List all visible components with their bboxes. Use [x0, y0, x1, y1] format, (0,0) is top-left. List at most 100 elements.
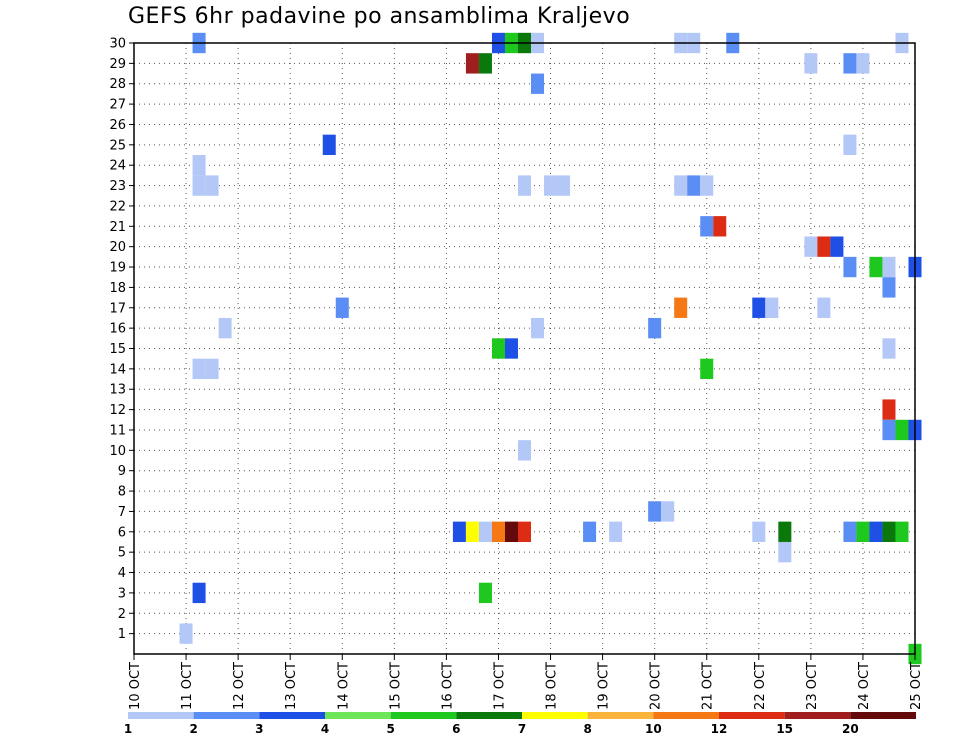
legend-swatch [653, 712, 719, 719]
x-tick-label: 24 OCT [857, 662, 872, 710]
heatmap-cell [192, 175, 206, 196]
heatmap-cell [335, 297, 349, 318]
legend-label: 4 [321, 722, 329, 736]
x-tick-label: 19 OCT [597, 662, 612, 710]
y-tick-label: 15 [109, 342, 126, 357]
heatmap-cell [192, 358, 206, 380]
legend-label: 10 [645, 722, 662, 736]
x-tick-label: 15 OCT [388, 662, 403, 710]
legend-label: 12 [711, 722, 728, 736]
heatmap-cell [674, 297, 688, 318]
legend-label: 20 [842, 722, 859, 736]
x-tick-label: 21 OCT [701, 662, 716, 710]
heatmap-cell [452, 521, 466, 542]
y-tick-label: 8 [118, 485, 126, 500]
heatmap-cell [817, 297, 831, 318]
heatmap-cell [856, 53, 870, 74]
heatmap-cell [869, 256, 883, 278]
y-tick-label: 17 [109, 301, 126, 316]
x-tick-label: 17 OCT [492, 662, 507, 710]
heatmap-cell [674, 175, 688, 196]
heatmap-cell [882, 399, 896, 420]
color-legend: 1 2 3 4 5 6 7 8 10 12 15 20 [124, 712, 916, 736]
x-tick-label: 22 OCT [753, 662, 768, 710]
x-axis: 10 OCT 11 OCT 12 OCT 13 OCT 14 OCT 15 OCT 16 O… [128, 654, 924, 710]
heatmap-cell [192, 582, 206, 604]
legend-swatch [784, 712, 851, 719]
heatmap-cell [700, 358, 714, 380]
x-tick-label: 12 OCT [232, 662, 247, 710]
x-tick-label: 13 OCT [284, 662, 299, 710]
heatmap-cell [752, 521, 766, 542]
x-tick-label: 11 OCT [180, 662, 195, 710]
heatmap-cell [843, 521, 857, 542]
heatmap-cell [557, 175, 571, 196]
y-tick-label: 10 [109, 444, 126, 459]
heatmap-cell [544, 175, 558, 196]
heatmap-cell [882, 277, 896, 298]
y-tick-label: 5 [118, 546, 126, 561]
heatmap-cell [609, 521, 623, 542]
heatmap-cell [895, 419, 909, 441]
y-tick-label: 18 [109, 281, 126, 296]
heatmap-cell [504, 338, 518, 359]
legend-swatch [587, 712, 654, 719]
y-tick-label: 11 [109, 423, 126, 438]
heatmap-cell [517, 440, 532, 461]
heatmap-cell [478, 53, 492, 74]
heatmap-cell [843, 134, 857, 156]
y-tick-label: 2 [118, 607, 126, 622]
legend-swatch [850, 712, 916, 719]
y-tick-label: 12 [109, 403, 126, 418]
legend-label: 8 [583, 722, 591, 736]
legend-swatch [719, 712, 785, 719]
heatmap-cell [218, 317, 232, 339]
legend-swatch [456, 712, 522, 719]
heatmap-cell [491, 521, 505, 542]
heatmap-cell [843, 53, 857, 74]
heatmap-cell [830, 236, 844, 257]
heatmap-cell [504, 521, 518, 542]
x-tick-label: 23 OCT [805, 662, 820, 710]
heatmap-cell [700, 216, 714, 237]
y-tick-label: 13 [109, 383, 126, 398]
heatmap-cell [465, 521, 479, 542]
y-tick-label: 24 [109, 159, 126, 174]
y-tick-label: 26 [109, 118, 126, 133]
heatmap-cell [856, 521, 870, 542]
heatmap-cell [583, 521, 597, 542]
heatmap-cell [661, 501, 675, 522]
x-tick-label: 20 OCT [649, 662, 664, 710]
heatmap-cell [882, 521, 896, 542]
y-tick-label: 22 [109, 199, 126, 214]
y-tick-label: 25 [109, 138, 126, 153]
y-tick-label: 29 [109, 57, 126, 72]
y-tick-label: 20 [109, 240, 126, 255]
legend-swatch [193, 712, 260, 719]
heatmap-cell [817, 236, 831, 257]
y-tick-label: 3 [118, 586, 126, 601]
y-tick-label: 19 [109, 261, 126, 276]
heatmap-cell [517, 175, 532, 196]
legend-swatch [128, 712, 194, 719]
heatmap-cell [687, 175, 701, 196]
heatmap-cell [478, 521, 492, 542]
y-tick-label: 1 [118, 627, 126, 642]
heatmap-cell [778, 521, 792, 542]
heatmap-cell [205, 358, 219, 380]
heatmap-cell [804, 236, 818, 257]
heatmap-cell [882, 256, 896, 278]
heatmap-cell [322, 134, 336, 156]
legend-swatch [390, 712, 457, 719]
y-tick-label: 14 [109, 362, 126, 377]
heatmap-cell [752, 297, 766, 318]
y-tick-label: 9 [118, 464, 126, 479]
y-tick-label: 6 [118, 525, 126, 540]
heatmap-cell [882, 419, 896, 441]
heatmap-cell [765, 297, 779, 318]
x-tick-label: 14 OCT [336, 662, 351, 710]
legend-swatch [522, 712, 588, 719]
legend-swatch [259, 712, 325, 719]
heatmap-cell [465, 53, 479, 74]
y-tick-label: 4 [118, 566, 126, 581]
